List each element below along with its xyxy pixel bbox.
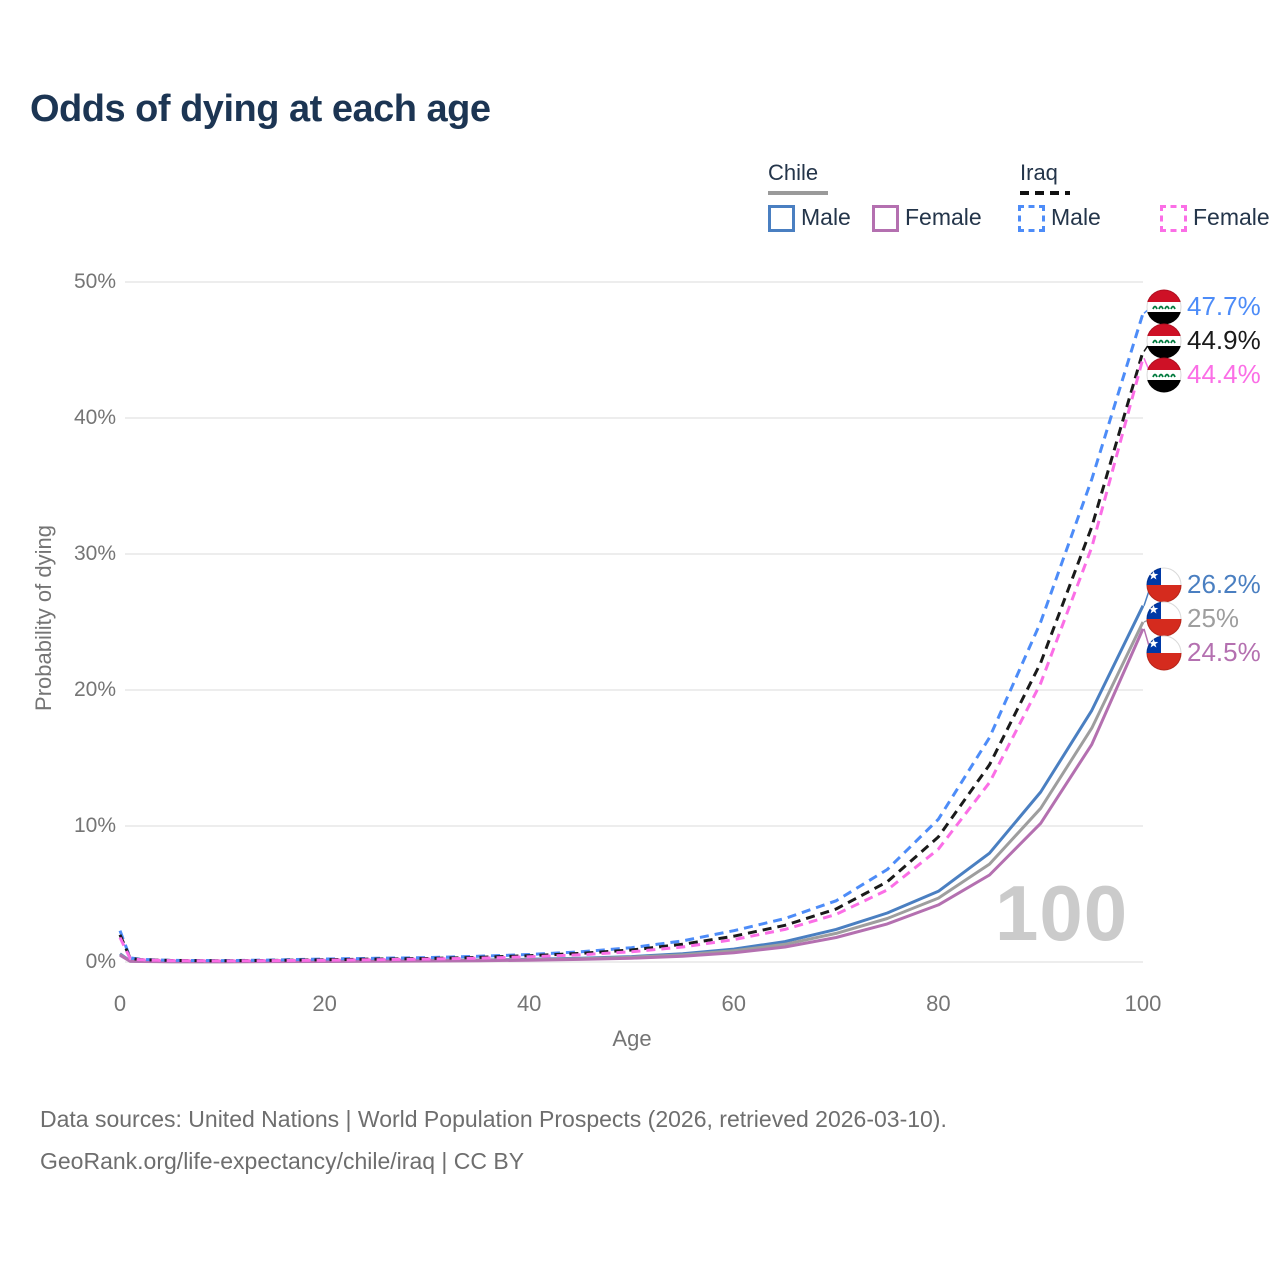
chile-flag-icon	[1146, 567, 1182, 603]
y-tick-label: 10%	[73, 814, 116, 837]
legend-swatch-iraq-male[interactable]	[1018, 205, 1045, 232]
y-tick-label: 40%	[73, 406, 116, 429]
end-label-value: 25%	[1187, 603, 1240, 634]
y-tick-label: 20%	[73, 678, 116, 701]
y-tick-label: 0%	[85, 950, 116, 973]
end-label-chile-both: 25%	[1146, 601, 1239, 637]
legend-item-iraq-female[interactable]: Female	[1193, 204, 1270, 230]
end-label-value: 26.2%	[1187, 569, 1261, 600]
x-tick-label: 20	[312, 991, 337, 1016]
y-tick-label: 30%	[73, 542, 116, 565]
x-tick-label: 0	[113, 991, 127, 1016]
legend-swatch-chile-female[interactable]	[872, 205, 899, 232]
legend-item-chile-male[interactable]: Male	[801, 204, 851, 230]
chile-flag-icon	[1146, 601, 1182, 637]
iraq-flag-icon	[1146, 289, 1182, 325]
footer-data-sources: Data sources: United Nations | World Pop…	[40, 1106, 947, 1132]
legend-iraq-line-swatch	[1020, 191, 1070, 195]
chile-flag-icon	[1146, 635, 1182, 671]
end-label-chile-female: 24.5%	[1146, 635, 1261, 671]
x-axis-title: Age	[612, 1026, 652, 1051]
iraq-flag-icon	[1146, 323, 1182, 359]
y-tick-label: 50%	[73, 270, 116, 293]
legend-chile-line-swatch	[768, 191, 828, 195]
end-label-iraq-both: 44.9%	[1146, 323, 1261, 359]
end-label-value: 24.5%	[1187, 637, 1261, 668]
watermark-age-100: 100	[995, 869, 1129, 957]
x-tick-label: 40	[516, 991, 542, 1016]
footer-attribution: GeoRank.org/life-expectancy/chile/iraq |…	[40, 1148, 525, 1174]
iraq-flag-icon	[1146, 357, 1182, 393]
x-tick-label: 60	[721, 991, 747, 1016]
legend-item-iraq-male[interactable]: Male	[1051, 204, 1101, 230]
end-label-iraq-male: 47.7%	[1146, 289, 1261, 325]
x-tick-label: 100	[1124, 991, 1162, 1016]
x-tick-label: 80	[926, 991, 951, 1016]
legend-swatch-chile-male[interactable]	[768, 205, 795, 232]
chart-canvas	[118, 281, 1158, 964]
end-label-chile-male: 26.2%	[1146, 567, 1261, 603]
page-title: Odds of dying at each age	[30, 88, 491, 130]
end-label-value: 44.4%	[1187, 359, 1261, 390]
end-label-iraq-female: 44.4%	[1146, 357, 1261, 393]
end-label-value: 47.7%	[1187, 291, 1261, 322]
legend-group-chile: Chile	[768, 160, 819, 185]
legend-item-chile-female[interactable]: Female	[905, 204, 982, 230]
end-label-value: 44.9%	[1187, 325, 1261, 356]
legend-swatch-iraq-female[interactable]	[1160, 205, 1187, 232]
legend-group-iraq: Iraq	[1020, 160, 1058, 185]
